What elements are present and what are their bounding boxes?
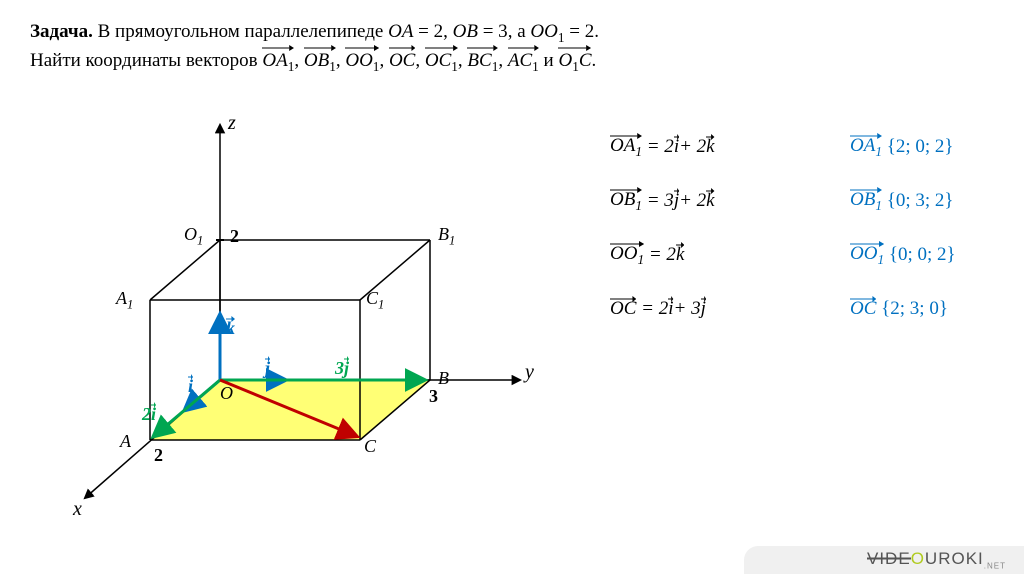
- axis-x: x: [73, 498, 82, 521]
- label-B1: B1: [438, 224, 455, 249]
- coord-row: OO1 {0; 0; 2}: [850, 228, 1020, 282]
- label-2i: 2i: [142, 404, 156, 425]
- label-O1: O1: [184, 224, 203, 249]
- eq-row: OB1 = 3j + 2k: [610, 174, 810, 228]
- problem-statement: Задача. В прямоугольном параллелепипеде …: [30, 18, 930, 76]
- label-j: j: [265, 358, 270, 379]
- problem-label: Задача.: [30, 21, 93, 42]
- label-O: O: [220, 383, 233, 404]
- diagram-3d: z y x O O1 A A1 B B1 C C1 k j i 2i 3j 2 …: [60, 100, 560, 540]
- coordinates-column: OA1 {2; 0; 2} OB1 {0; 3; 2} OO1 {0; 0; 2…: [850, 120, 1020, 336]
- axis-y: y: [525, 361, 534, 384]
- logo: VIDEOUROKI.NET: [867, 549, 1006, 570]
- coord-row: OC {2; 3; 0}: [850, 282, 1020, 336]
- eq-row: OC = 2i + 3j: [610, 282, 810, 336]
- label-B: B: [438, 368, 449, 389]
- eq-row: OO1 = 2k: [610, 228, 810, 282]
- label-k: k: [226, 318, 235, 339]
- label-A1: A1: [116, 288, 133, 313]
- tick-3-y: 3: [429, 386, 438, 407]
- coord-row: OB1 {0; 3; 2}: [850, 174, 1020, 228]
- tick-2-z: 2: [230, 226, 239, 247]
- label-3j: 3j: [335, 358, 349, 379]
- eq-row: OA1 = 2i + 2k: [610, 120, 810, 174]
- coord-row: OA1 {2; 0; 2}: [850, 120, 1020, 174]
- axis-z: z: [228, 112, 236, 135]
- label-i: i: [188, 376, 193, 397]
- label-C: C: [364, 436, 376, 457]
- label-C1: C1: [366, 288, 384, 313]
- label-A: A: [120, 431, 131, 452]
- equations-column: OA1 = 2i + 2k OB1 = 3j + 2k OO1 = 2k OC …: [610, 120, 810, 336]
- tick-2-x: 2: [154, 445, 163, 466]
- footer: VIDEOUROKI.NET: [0, 540, 1024, 574]
